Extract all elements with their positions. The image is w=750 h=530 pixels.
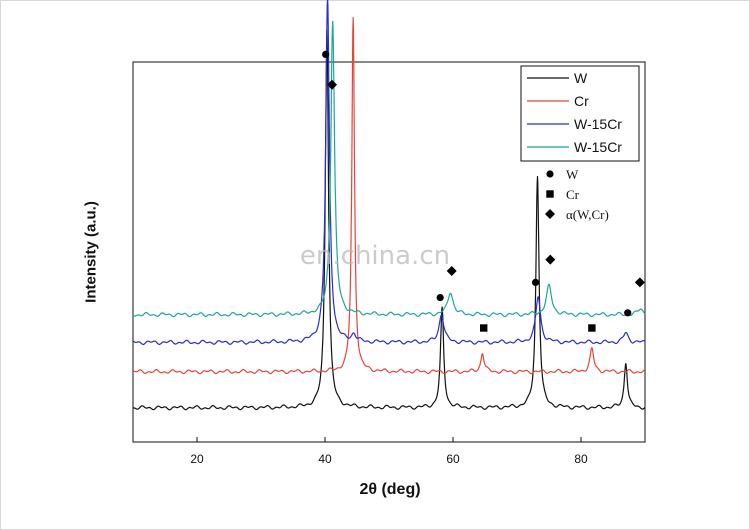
x-axis-label: 2θ (deg): [359, 481, 421, 498]
series-line: [132, 17, 646, 375]
legend-box: [520, 65, 640, 162]
legend-symbol-label: α(W,Cr): [566, 207, 609, 222]
legend-symbol-label: W: [566, 167, 579, 182]
x-tick-label: 20: [190, 452, 204, 466]
plot-frame: [132, 61, 646, 443]
legend-line-label: W-15Cr: [574, 116, 622, 132]
legend-line-label: W-15Cr: [574, 139, 622, 155]
legend-line-label: W: [574, 70, 588, 86]
x-tick-label: 40: [318, 452, 332, 466]
series-line: [132, 0, 646, 345]
circle-marker: [322, 50, 330, 59]
legend-diamond-icon: [545, 209, 555, 219]
diamond-marker: [327, 79, 338, 90]
x-tick-label: 80: [574, 452, 588, 466]
y-axis-label: Intensity (a.u.): [82, 201, 100, 303]
series-layer: [132, 0, 646, 411]
circle-marker: [436, 294, 444, 302]
legend-circle-icon: [546, 170, 554, 178]
series-line: [132, 20, 646, 318]
circle-marker: [624, 309, 632, 317]
square-marker: [588, 324, 596, 332]
legend-square-icon: [546, 190, 554, 198]
legend: W Cr W-15Cr W-15Cr W Cr α(W,Cr): [520, 65, 640, 222]
square-marker: [480, 324, 488, 332]
legend-symbol-label: Cr: [566, 187, 580, 202]
x-axis-ticks: 20 40 60 80: [190, 437, 588, 466]
series-line: [132, 29, 646, 411]
x-tick-label: 60: [446, 452, 460, 466]
diamond-marker: [634, 277, 645, 288]
circle-marker: [531, 278, 540, 286]
diamond-marker: [446, 266, 457, 276]
diamond-marker: [545, 254, 556, 265]
peak-markers: [322, 50, 645, 332]
legend-line-label: Cr: [574, 93, 589, 109]
